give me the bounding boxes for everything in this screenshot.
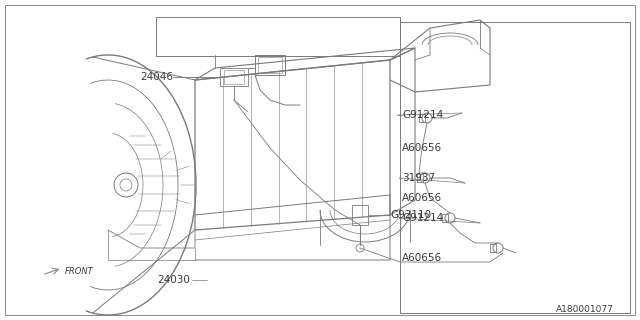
Text: G91214: G91214: [402, 110, 444, 120]
Bar: [419, 114, 425, 122]
Bar: [156, 17, 400, 56]
Bar: [255, 55, 285, 75]
Text: FRONT: FRONT: [65, 268, 93, 276]
Bar: [224, 70, 244, 84]
Bar: [442, 214, 448, 222]
Text: G92110: G92110: [390, 210, 431, 220]
Text: A60656: A60656: [402, 253, 442, 263]
Bar: [417, 174, 423, 182]
Bar: [352, 205, 368, 225]
Bar: [400, 22, 630, 313]
Bar: [220, 68, 248, 86]
Bar: [258, 57, 282, 73]
Text: G91214: G91214: [402, 213, 444, 223]
Text: A180001077: A180001077: [556, 306, 614, 315]
Text: A60656: A60656: [402, 193, 442, 203]
Text: 24030: 24030: [157, 275, 190, 285]
Text: 24046: 24046: [140, 72, 173, 82]
Bar: [490, 244, 496, 252]
Text: 31937: 31937: [402, 173, 435, 183]
Text: A60656: A60656: [402, 143, 442, 153]
